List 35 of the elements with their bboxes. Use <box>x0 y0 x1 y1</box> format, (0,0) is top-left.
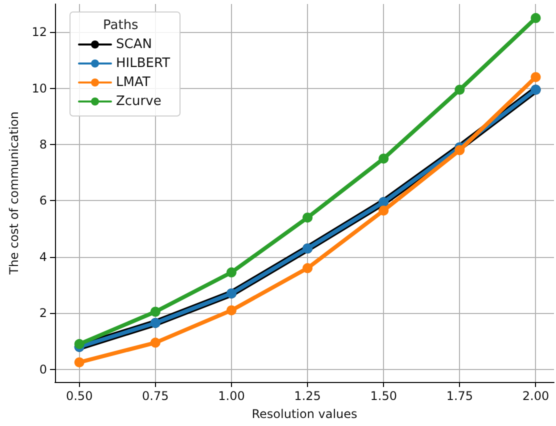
legend-label: Zcurve <box>116 94 162 109</box>
y-tick-label: 0 <box>39 362 47 376</box>
point <box>530 72 541 82</box>
y-tick-label: 10 <box>32 81 47 96</box>
legend-label: LMAT <box>116 75 150 90</box>
y-tick-label: 4 <box>39 250 47 264</box>
x-tick-label: 1.50 <box>370 389 397 403</box>
x-tick-label: 1.25 <box>294 389 321 403</box>
legend-label: HILBERT <box>116 56 170 71</box>
point <box>454 145 465 156</box>
y-tick-label: 8 <box>39 138 47 152</box>
y-tick-label: 2 <box>39 306 47 320</box>
point <box>150 338 160 348</box>
x-tick-label: 2.00 <box>522 389 550 403</box>
x-tick-label: 0.50 <box>66 389 93 403</box>
point <box>226 267 236 278</box>
point <box>378 154 389 164</box>
point <box>74 357 84 368</box>
point <box>302 263 313 274</box>
point <box>150 306 160 317</box>
legend-label: SCAN <box>116 37 152 52</box>
y-tick-label: 12 <box>32 25 47 40</box>
point <box>226 305 236 316</box>
legend-title: Paths <box>103 18 139 33</box>
point <box>74 339 84 350</box>
point <box>378 206 389 216</box>
x-tick-label: 1.75 <box>446 389 474 403</box>
point <box>454 84 465 95</box>
y-axis-title: The cost of communication <box>7 111 21 276</box>
point <box>302 212 313 223</box>
x-axis-title: Resolution values <box>252 407 358 421</box>
point <box>530 13 541 24</box>
y-tick-label: 6 <box>39 194 47 208</box>
x-tick-label: 0.75 <box>142 389 169 403</box>
x-tick-label: 1.00 <box>218 389 245 403</box>
